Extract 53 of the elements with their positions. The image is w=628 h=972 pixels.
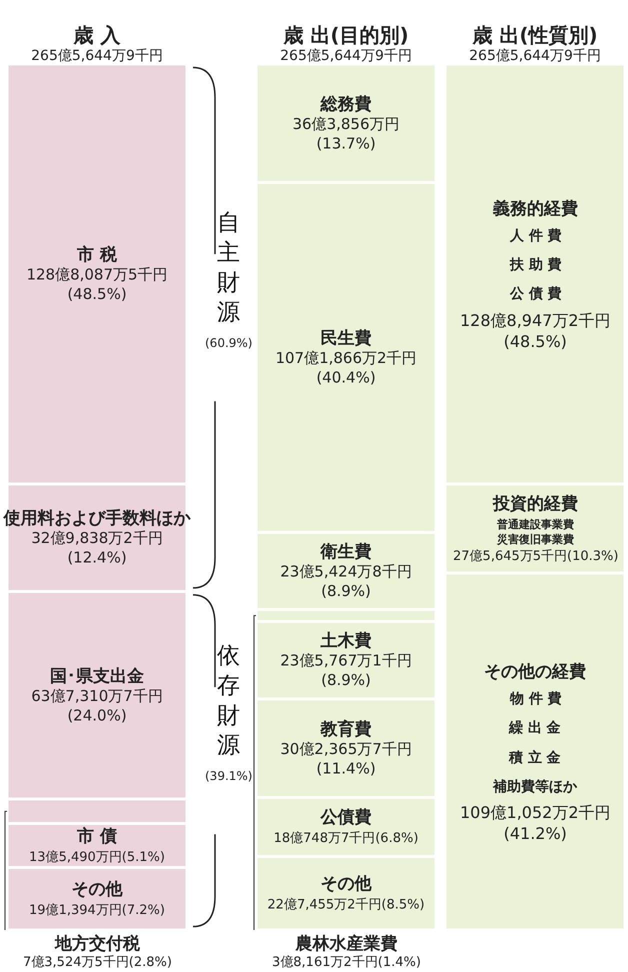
total-label: 265億5,644万9千円 (469, 48, 601, 64)
annotation: (60.9%) (205, 336, 252, 350)
series-label: 義務的経費 (492, 199, 578, 219)
series-label: 市 債 (76, 826, 117, 846)
series-label: その他 (72, 880, 124, 900)
data-label: 32億9,838万2千円 (12.4%) (31, 529, 163, 567)
series-label: 市 税 (76, 245, 118, 266)
x-tick-label: 歳 出(性質別) (471, 23, 598, 47)
annotation: 普通建設事業費 (496, 518, 574, 531)
annotation: 扶 助 費 (509, 257, 562, 273)
text: 農林水産業費 (294, 934, 398, 954)
annotation: 人 件 費 (509, 228, 562, 244)
annotation: 災害復旧事業費 (496, 533, 574, 546)
data-label: 23億5,424万8千円 (8.9%) (280, 562, 412, 600)
series-label: その他 (320, 874, 372, 894)
data-label: 128億8,087万5千円 (48.5%) (26, 266, 168, 304)
annotation: 公 債 費 (509, 286, 562, 302)
annotation: 補助費等ほか (492, 778, 578, 795)
data-label: 107億1,866万2千円 (40.4%) (275, 349, 417, 387)
series-label: 衛生費 (320, 542, 372, 562)
annotation: 自主財源 (217, 210, 240, 326)
series-label: 公債費 (320, 808, 372, 828)
data-label: 30億2,365万7千円 (11.4%) (280, 740, 412, 778)
annotation: (39.1%) (205, 769, 252, 783)
data-label: 7億3,524万5千円(2.8%) (23, 954, 172, 970)
data-label: 27億5,645万5千円(10.3%) (453, 549, 618, 564)
series-label: 土木費 (320, 631, 372, 652)
series-label: 投資的経費 (492, 494, 578, 514)
data-label: 36億3,856万円 (13.7%) (292, 114, 400, 152)
annotation: 依存財源 (217, 643, 240, 759)
data-label: 18億748万7千円(6.8%) (274, 831, 418, 846)
series-label: その他の経費 (484, 662, 586, 682)
total-label: 265億5,644万9千円 (280, 48, 412, 64)
data-label: 109億1,052万2千円 (41.2%) (460, 803, 611, 843)
series-label: 国･県支出金 (50, 666, 144, 686)
data-label: 3億8,161万2千円(1.4%) (272, 954, 421, 970)
x-tick-label: 歳 出(目的別) (282, 23, 409, 47)
annotation: 積 立 金 (508, 749, 562, 766)
series-label: 民生費 (320, 328, 372, 349)
annotation: 繰 出 金 (508, 720, 562, 736)
series-label: 教育費 (320, 718, 372, 740)
text: 地方交付税 (54, 934, 141, 954)
series-label: 総務費 (320, 94, 372, 114)
data-label: 23億5,767万1千円 (8.9%) (280, 652, 412, 690)
data-label: 22億7,455万2千円(8.5%) (267, 897, 425, 912)
data-label: 13億5,490万円(5.1%) (29, 850, 165, 865)
data-label: 63億7,310万7千円 (24.0%) (31, 686, 163, 724)
series-label: 使用料および手数料ほか (2, 508, 192, 529)
data-label: 19億1,394万円(7.2%) (29, 903, 165, 918)
annotation: 物 件 費 (509, 691, 562, 707)
data-label: 128億8,947万2千円 (48.5%) (460, 311, 611, 351)
total-label: 265億5,644万9千円 (31, 48, 163, 64)
x-tick-label: 歳 入 (72, 23, 122, 47)
